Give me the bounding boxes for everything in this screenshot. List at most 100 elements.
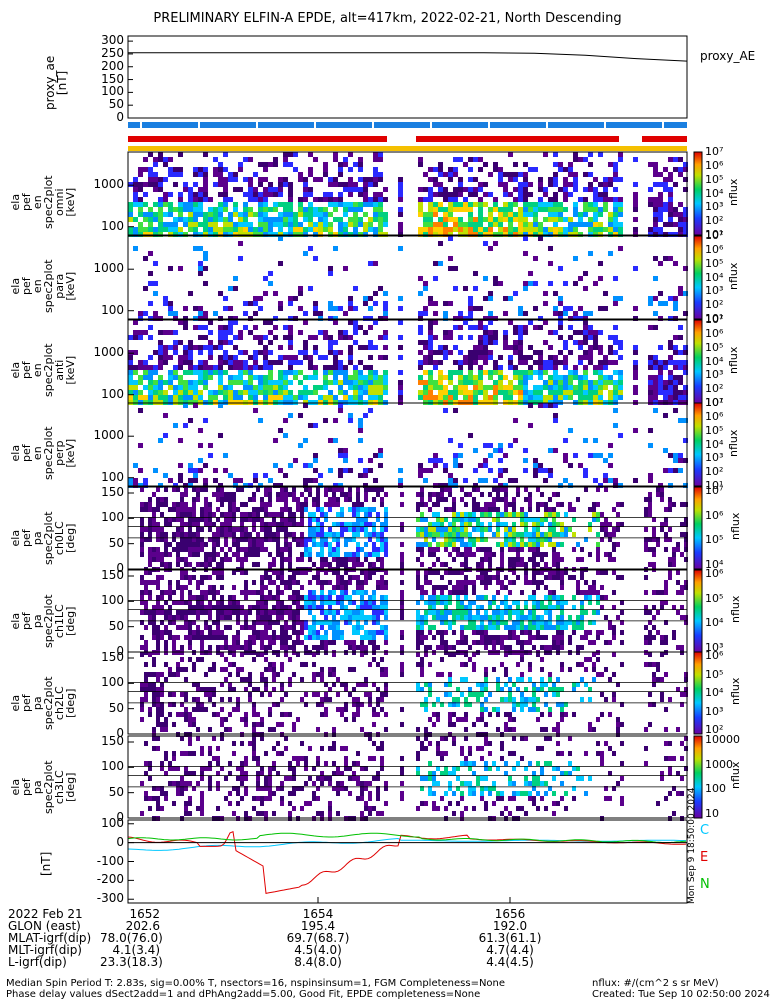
heatmap-cell (564, 620, 568, 625)
heatmap-cell (593, 281, 598, 286)
heatmap-cell (340, 532, 344, 537)
heatmap-cell (600, 595, 604, 600)
heatmap-cell (168, 311, 173, 316)
heatmap-cell (658, 182, 663, 187)
heatmap-cell (483, 478, 488, 483)
heatmap-cell (128, 335, 133, 340)
heatmap-cell (160, 635, 164, 640)
heatmap-cell (383, 306, 388, 311)
heatmap-cell (508, 152, 513, 157)
heatmap-cell (360, 522, 364, 527)
heatmap-cell (158, 197, 163, 202)
heatmap-cell (373, 320, 378, 325)
heatmap-cell (473, 227, 478, 232)
heatmap-cell (683, 438, 688, 443)
heatmap-cell (503, 172, 508, 177)
heatmap-cell (453, 463, 458, 468)
heatmap-cell (263, 473, 268, 478)
heatmap-cell (338, 350, 343, 355)
heatmap-cell (164, 517, 168, 522)
heatmap-cell (203, 227, 208, 232)
heatmap-cell (348, 492, 352, 497)
heatmap-cell (598, 192, 603, 197)
heatmap-cell (184, 512, 188, 517)
heatmap-cell (268, 281, 273, 286)
heatmap-cell (184, 522, 188, 527)
heatmap-cell (208, 212, 213, 217)
heatmap-cell (148, 502, 152, 507)
heatmap-cell (543, 385, 548, 390)
heatmap-cell (428, 197, 433, 202)
heatmap-cell (296, 610, 300, 615)
heatmap-cell (278, 380, 283, 385)
heatmap-cell (333, 152, 338, 157)
heatmap-cell (663, 385, 668, 390)
heatmap-cell (380, 537, 384, 542)
heatmap-cell (443, 192, 448, 197)
heatmap-cell (358, 380, 363, 385)
heatmap-cell (428, 552, 432, 557)
heatmap-cell (338, 306, 343, 311)
heatmap-cell (576, 615, 580, 620)
heatmap-cell (268, 385, 273, 390)
heatmap-cell (173, 330, 178, 335)
heatmap-cell (504, 620, 508, 625)
heatmap-cell (200, 605, 204, 610)
heatmap-cell (613, 162, 618, 167)
heatmap-cell (443, 222, 448, 227)
heatmap-cell (203, 266, 208, 271)
heatmap-cell (463, 320, 468, 325)
heatmap-cell (192, 552, 196, 557)
heatmap-cell (592, 585, 596, 590)
heatmap-cell (436, 517, 440, 522)
heatmap-cell (228, 325, 233, 330)
heatmap-cell (508, 512, 512, 517)
heatmap-cell (600, 585, 604, 590)
heatmap-cell (353, 217, 358, 222)
heatmap-cell (653, 162, 658, 167)
heatmap-cell (673, 182, 678, 187)
heatmap-cell (308, 595, 312, 600)
heatmap-cell (268, 340, 273, 345)
heatmap-cell (596, 552, 600, 557)
heatmap-cell (203, 256, 208, 261)
heatmap-cell (148, 390, 153, 395)
heatmap-cell (216, 570, 220, 575)
heatmap-cell (156, 522, 160, 527)
heatmap-cell (280, 547, 284, 552)
heatmap-cell (452, 502, 456, 507)
heatmap-cell (588, 522, 592, 527)
heatmap-cell (318, 217, 323, 222)
heatmap-cell (188, 630, 192, 635)
heatmap-cell (400, 552, 404, 557)
heatmap-cell (683, 385, 688, 390)
yellow-status-bar (128, 146, 687, 151)
heatmap-cell (423, 340, 428, 345)
heatmap-cell (593, 192, 598, 197)
heatmap-cell (472, 487, 476, 492)
heatmap-cell (203, 212, 208, 217)
heatmap-cell (523, 330, 528, 335)
heatmap-cell (240, 512, 244, 517)
heatmap-cell (513, 345, 518, 350)
heatmap-cell (143, 370, 148, 375)
heatmap-cell (208, 222, 213, 227)
heatmap-cell (578, 330, 583, 335)
heatmap-cell (256, 605, 260, 610)
heatmap-cell (213, 390, 218, 395)
heatmap-cell (538, 227, 543, 232)
heatmap-cell (573, 340, 578, 345)
heatmap-cell (673, 261, 678, 266)
heatmap-cell (348, 217, 353, 222)
heatmap-cell (443, 311, 448, 316)
heatmap-cell (316, 570, 320, 575)
heatmap-cell (368, 630, 372, 635)
heatmap-cell (228, 306, 233, 311)
heatmap-cell (313, 385, 318, 390)
heatmap-cell (283, 385, 288, 390)
heatmap-cell (668, 527, 672, 532)
heatmap-cell (318, 177, 323, 182)
heatmap-cell (648, 360, 653, 365)
heatmap-cell (213, 478, 218, 483)
heatmap-cell (178, 380, 183, 385)
